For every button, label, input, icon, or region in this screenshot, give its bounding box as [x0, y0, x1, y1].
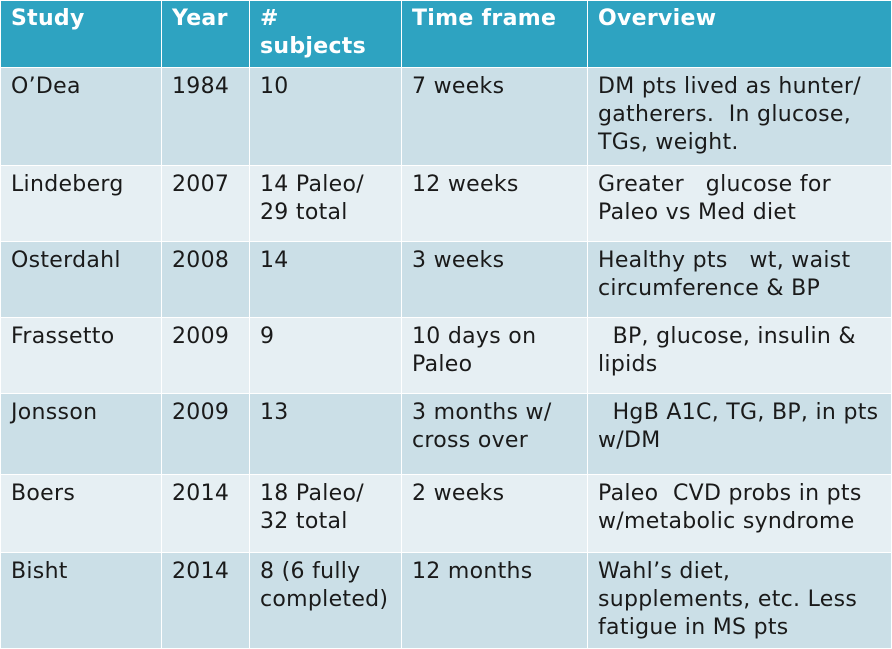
- cell-year: 2009: [161, 317, 250, 394]
- cell-time-frame: 3 months w/ cross over: [401, 393, 588, 475]
- header-time-frame: Time frame: [401, 0, 588, 68]
- table-row: O’Dea 1984 10 7 weeks DM pts lived as hu…: [0, 67, 892, 166]
- header-overview: Overview: [587, 0, 892, 68]
- cell-subjects: 8 (6 fully completed): [249, 552, 402, 649]
- table-row: Frassetto 2009 9 10 days on Paleo BP, gl…: [0, 317, 892, 394]
- cell-time-frame: 12 months: [401, 552, 588, 649]
- cell-year: 2007: [161, 165, 250, 242]
- cell-subjects: 18 Paleo/ 32 total: [249, 474, 402, 553]
- cell-subjects: 14 Paleo/ 29 total: [249, 165, 402, 242]
- cell-study: Osterdahl: [0, 241, 162, 318]
- table-row: Jonsson 2009 13 3 months w/ cross over H…: [0, 393, 892, 475]
- table-row: Boers 2014 18 Paleo/ 32 total 2 weeks Pa…: [0, 474, 892, 553]
- cell-year: 2008: [161, 241, 250, 318]
- header-year: Year: [161, 0, 250, 68]
- header-study: Study: [0, 0, 162, 68]
- cell-subjects: 13: [249, 393, 402, 475]
- cell-study: Bisht: [0, 552, 162, 649]
- table-row: Bisht 2014 8 (6 fully completed) 12 mont…: [0, 552, 892, 649]
- header-subjects: # subjects: [249, 0, 402, 68]
- cell-subjects: 9: [249, 317, 402, 394]
- cell-study: O’Dea: [0, 67, 162, 166]
- cell-overview: Healthy pts wt, waist circumference & BP: [587, 241, 892, 318]
- cell-year: 2009: [161, 393, 250, 475]
- table-row: Lindeberg 2007 14 Paleo/ 29 total 12 wee…: [0, 165, 892, 242]
- cell-study: Boers: [0, 474, 162, 553]
- cell-year: 2014: [161, 474, 250, 553]
- cell-subjects: 10: [249, 67, 402, 166]
- cell-study: Jonsson: [0, 393, 162, 475]
- cell-overview: BP, glucose, insulin & lipids: [587, 317, 892, 394]
- cell-study: Lindeberg: [0, 165, 162, 242]
- table-header-row: Study Year # subjects Time frame Overvie…: [0, 0, 892, 68]
- cell-time-frame: 12 weeks: [401, 165, 588, 242]
- cell-year: 1984: [161, 67, 250, 166]
- cell-overview: Greater glucose for Paleo vs Med diet: [587, 165, 892, 242]
- cell-overview: HgB A1C, TG, BP, in pts w/DM: [587, 393, 892, 475]
- cell-overview: Paleo CVD probs in pts w/metabolic syndr…: [587, 474, 892, 553]
- cell-year: 2014: [161, 552, 250, 649]
- cell-overview: DM pts lived as hunter/ gatherers. In gl…: [587, 67, 892, 166]
- cell-time-frame: 7 weeks: [401, 67, 588, 166]
- cell-time-frame: 2 weeks: [401, 474, 588, 553]
- cell-subjects: 14: [249, 241, 402, 318]
- table-row: Osterdahl 2008 14 3 weeks Healthy pts wt…: [0, 241, 892, 318]
- cell-time-frame: 10 days on Paleo: [401, 317, 588, 394]
- cell-study: Frassetto: [0, 317, 162, 394]
- cell-time-frame: 3 weeks: [401, 241, 588, 318]
- cell-overview: Wahl’s diet, supplements, etc. Less fati…: [587, 552, 892, 649]
